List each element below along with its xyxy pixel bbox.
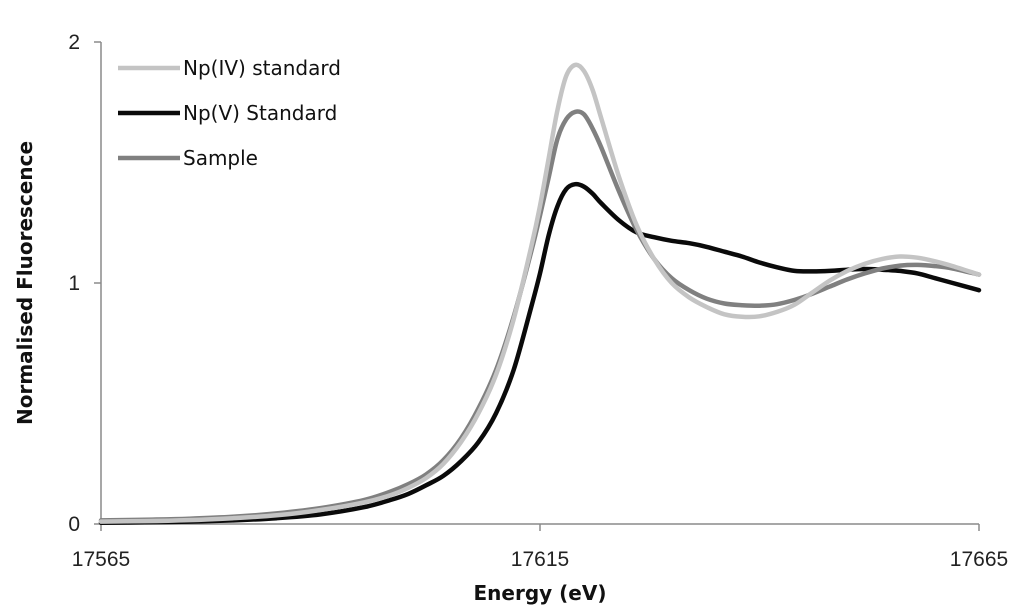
y-tick-label: 0 [68,513,80,536]
legend-label: Np(V) Standard [183,101,337,125]
x-tick-label: 17665 [950,548,1008,571]
x-axis-title: Energy (eV) [474,581,607,605]
legend: Np(IV) standard Np(V) Standard Sample [118,56,341,170]
series-line-np-iv-standard [98,62,982,524]
series-line-sample [98,109,982,523]
legend-label: Np(IV) standard [183,56,341,80]
y-tick-label: 1 [68,272,80,295]
series-line-np-v-standard [98,181,982,526]
x-tick-label: 17565 [72,548,130,571]
ticks: 17565 17615 17665 0 1 2 [68,31,1008,571]
series-lines [98,62,982,526]
y-tick-label: 2 [68,31,80,54]
x-tick-label: 17615 [511,548,569,571]
legend-label: Sample [183,146,258,170]
y-axis-title: Normalised Fluorescence [13,141,37,425]
